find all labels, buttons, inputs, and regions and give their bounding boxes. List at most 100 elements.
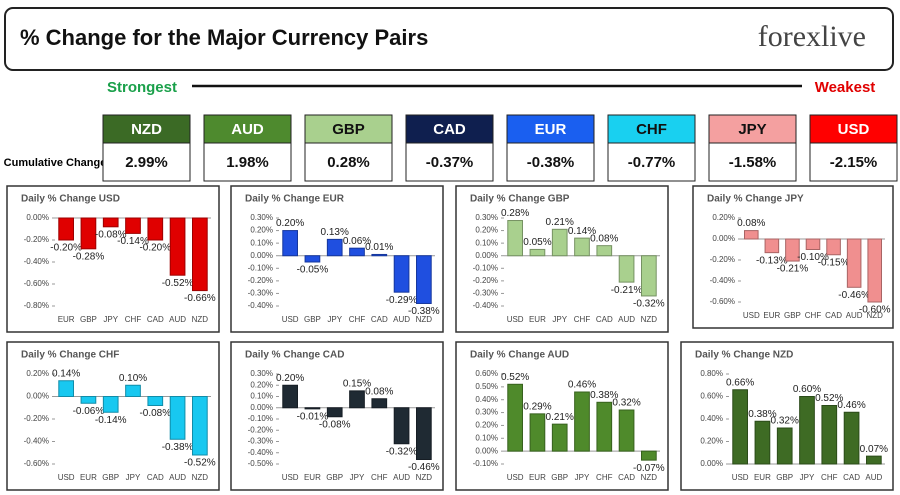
y-tick-label: 0.30% bbox=[250, 213, 273, 222]
x-tick-label: CHF bbox=[371, 473, 388, 482]
currency-change: -0.37% bbox=[426, 154, 474, 171]
x-tick-label: GBP bbox=[304, 315, 321, 324]
value-label: 0.46% bbox=[568, 380, 596, 391]
x-tick-label: EUR bbox=[754, 473, 771, 482]
bar bbox=[843, 411, 860, 465]
value-label: -0.52% bbox=[184, 458, 216, 469]
currency-name: EUR bbox=[535, 121, 567, 138]
x-tick-label: GBP bbox=[776, 473, 793, 482]
x-tick-label: JPY bbox=[126, 473, 141, 482]
value-label: 0.60% bbox=[793, 384, 821, 395]
bar bbox=[58, 380, 74, 397]
value-label: -0.20% bbox=[139, 243, 171, 254]
bar bbox=[326, 238, 343, 257]
value-label: 0.52% bbox=[501, 372, 529, 383]
y-tick-label: 0.00% bbox=[250, 403, 273, 412]
x-tick-label: USD bbox=[507, 315, 524, 324]
bar bbox=[805, 238, 821, 250]
value-label: -0.66% bbox=[184, 293, 216, 304]
currency-tile-value bbox=[203, 142, 292, 182]
bar bbox=[551, 423, 568, 452]
x-tick-label: AUD bbox=[393, 315, 410, 324]
value-label: 0.14% bbox=[52, 368, 80, 379]
y-tick-label: -0.20% bbox=[248, 276, 273, 285]
y-tick-label: 0.40% bbox=[700, 414, 723, 423]
y-tick-label: -0.40% bbox=[248, 301, 273, 310]
bar bbox=[867, 238, 883, 303]
currency-tile-head bbox=[203, 114, 292, 144]
bar bbox=[282, 384, 298, 409]
bar bbox=[393, 407, 410, 445]
bar bbox=[282, 230, 298, 257]
x-tick-label: USD bbox=[282, 315, 299, 324]
bar bbox=[371, 253, 388, 257]
x-tick-label: NZD bbox=[192, 473, 209, 482]
x-tick-label: JPY bbox=[327, 315, 342, 324]
chart-title: Daily % Change JPY bbox=[707, 194, 804, 205]
currency-tile-head bbox=[506, 114, 595, 144]
value-label: 0.01% bbox=[365, 242, 393, 253]
y-tick-label: 0.60% bbox=[475, 369, 498, 378]
x-tick-label: JPY bbox=[552, 315, 567, 324]
x-tick-label: EUR bbox=[304, 473, 321, 482]
bar bbox=[393, 255, 410, 293]
bar bbox=[754, 420, 771, 465]
y-tick-label: 0.20% bbox=[250, 380, 273, 389]
bar bbox=[80, 396, 97, 404]
currency-name: JPY bbox=[738, 121, 766, 138]
bar bbox=[785, 238, 800, 262]
y-tick-label: -0.30% bbox=[473, 289, 498, 298]
currency-tile-head bbox=[405, 114, 494, 144]
value-label: -0.60% bbox=[859, 305, 891, 316]
y-tick-label: 0.40% bbox=[475, 395, 498, 404]
value-label: 0.08% bbox=[737, 218, 765, 229]
value-label: -0.06% bbox=[73, 406, 105, 417]
bar bbox=[326, 407, 343, 418]
y-tick-label: 0.30% bbox=[250, 369, 273, 378]
y-tick-label: 0.10% bbox=[475, 433, 498, 442]
y-tick-label: 0.20% bbox=[26, 369, 49, 378]
bar bbox=[574, 391, 590, 452]
currency-change: 1.98% bbox=[226, 154, 269, 171]
y-tick-label: -0.50% bbox=[248, 459, 273, 468]
x-tick-label: JPY bbox=[575, 473, 590, 482]
currency-change: -0.77% bbox=[628, 154, 676, 171]
y-tick-label: -0.40% bbox=[24, 257, 49, 266]
bar bbox=[192, 217, 208, 292]
y-tick-label: 0.00% bbox=[712, 234, 735, 243]
bar bbox=[641, 450, 657, 461]
bar bbox=[743, 230, 759, 240]
y-tick-label: -0.10% bbox=[248, 263, 273, 272]
y-tick-label: -0.40% bbox=[473, 301, 498, 310]
x-tick-label: AUD bbox=[846, 311, 863, 320]
y-tick-label: -0.20% bbox=[24, 235, 49, 244]
value-label: 0.38% bbox=[748, 409, 776, 420]
y-tick-label: -0.10% bbox=[248, 414, 273, 423]
x-tick-label: AUD bbox=[169, 315, 186, 324]
y-tick-label: 0.00% bbox=[700, 459, 723, 468]
currency-change: 2.99% bbox=[125, 154, 168, 171]
value-label: 0.32% bbox=[612, 398, 640, 409]
x-tick-label: GBP bbox=[326, 473, 343, 482]
bar bbox=[596, 245, 613, 257]
value-label: 0.15% bbox=[343, 379, 371, 390]
x-tick-label: EUR bbox=[529, 315, 546, 324]
chart-title: Daily % Change CAD bbox=[245, 350, 344, 361]
y-tick-label: -0.60% bbox=[24, 459, 49, 468]
bar bbox=[416, 255, 432, 304]
y-tick-label: -0.20% bbox=[248, 425, 273, 434]
logo: forexlive bbox=[758, 20, 866, 53]
x-tick-label: NZD bbox=[641, 473, 658, 482]
bar bbox=[529, 248, 546, 257]
x-tick-label: CHF bbox=[805, 311, 822, 320]
x-tick-label: CHF bbox=[574, 315, 591, 324]
value-label: -0.05% bbox=[297, 265, 329, 276]
value-label: -0.38% bbox=[408, 306, 440, 317]
x-tick-label: AUD bbox=[169, 473, 186, 482]
chart-title: Daily % Change GBP bbox=[470, 194, 570, 205]
currency-tile-value bbox=[405, 142, 494, 182]
x-tick-label: JPY bbox=[350, 473, 365, 482]
y-tick-label: 0.10% bbox=[475, 238, 498, 247]
currency-tile-head bbox=[809, 114, 898, 144]
